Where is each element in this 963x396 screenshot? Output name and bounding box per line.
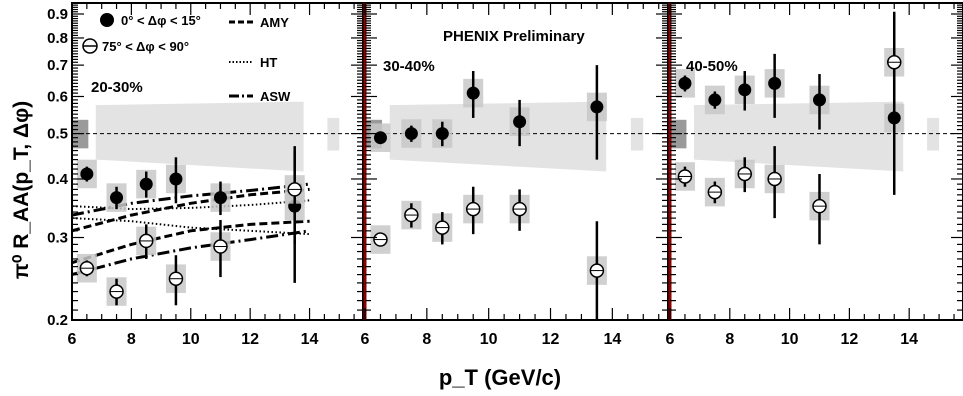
data-point-filled: [435, 127, 449, 141]
panel-plot-area: [365, 65, 668, 319]
panel-frame: [71, 2, 364, 321]
panel-2: 6 8 10 12 14 30-40%: [361, 2, 669, 348]
curve-asw-4: [72, 229, 310, 277]
x-tick-label: 12: [241, 331, 259, 348]
x-tick-label: 10: [781, 331, 799, 348]
data-point-filled: [678, 76, 692, 90]
x-tick-label: 14: [900, 331, 918, 348]
data-point-filled: [110, 191, 124, 205]
y-axis-label: π⁰ R_AA(p_T, Δφ): [10, 101, 33, 279]
x-tick-label: 12: [542, 331, 560, 348]
series-near-plane: [370, 65, 607, 160]
panel-plot-area: [72, 101, 363, 306]
legend-filled-marker: [100, 13, 114, 27]
panel-3: 6 8 10 12 14 40-50%: [666, 2, 963, 348]
legend-filled-label: 0° < Δφ < 15°: [121, 13, 201, 28]
extra-norm-box: [630, 117, 644, 151]
x-tick-label: 6: [68, 331, 77, 348]
x-tick-label: 6: [361, 331, 370, 348]
data-point-filled: [812, 93, 826, 107]
y-tick-label: 0.3: [47, 230, 68, 247]
panel-label: 30-40%: [383, 58, 435, 75]
data-point-filled: [738, 83, 752, 97]
y-tick-label: 0.5: [47, 126, 68, 143]
uncertainty-band: [389, 101, 607, 172]
panel-label: 20-30%: [91, 79, 143, 96]
data-point-filled: [213, 191, 227, 205]
legend-amy-label: AMY: [260, 15, 289, 30]
x-tick-label: 14: [603, 331, 621, 348]
curve-amy-0: [72, 219, 310, 265]
data-point-filled: [80, 167, 94, 181]
y-tick-label: 0.9: [47, 6, 68, 23]
y-tick-label: 0.7: [47, 57, 68, 74]
series-out-of-plane: [76, 146, 305, 306]
uncertainty-band: [95, 101, 304, 172]
x-tick-label: 10: [182, 331, 200, 348]
data-point-filled: [169, 172, 183, 186]
legend-asw-label: ASW: [260, 89, 291, 104]
curve-asw-5: [72, 182, 310, 217]
legend-open-label: 75° < Δφ < 90°: [102, 39, 189, 54]
data-point-filled: [513, 115, 527, 129]
curve-amy-1: [72, 187, 310, 233]
x-axis-label: p_T (GeV/c): [439, 365, 561, 390]
x-tick-label: 8: [127, 331, 136, 348]
series-out-of-plane: [370, 186, 607, 319]
data-point-filled: [590, 100, 604, 114]
panel-label: 40-50%: [686, 58, 738, 75]
y-tick-label: 0.4: [47, 171, 69, 188]
x-tick-label: 8: [422, 331, 431, 348]
data-point-filled: [404, 127, 418, 141]
panel-plot-area: [670, 11, 963, 245]
data-point-filled: [373, 131, 387, 145]
panels-group: 6 8 10 12 14 0.9 0.8 0.7 0.6 0.5 0.4 0.3 0.2 20-30% 6 8…: [47, 2, 963, 348]
y-tick-label: 0.2: [47, 312, 68, 329]
y-tick-label: 0.8: [47, 30, 68, 47]
data-point-filled: [768, 76, 782, 90]
y-tick-label: 0.6: [47, 88, 68, 105]
series-near-plane: [76, 150, 305, 283]
legend-ht-label: HT: [260, 55, 277, 70]
data-point-filled: [708, 93, 722, 107]
series-out-of-plane: [674, 11, 905, 245]
x-tick-label: 12: [840, 331, 858, 348]
preliminary-label: PHENIX Preliminary: [443, 28, 585, 45]
legend: 0° < Δφ < 15° 75° < Δφ < 90° AMY HT ASW: [82, 13, 291, 104]
x-tick-label: 6: [666, 331, 675, 348]
extra-norm-box: [327, 117, 340, 151]
data-point-filled: [139, 177, 153, 191]
x-tick-label: 8: [725, 331, 734, 348]
data-point-filled: [466, 86, 480, 100]
panel-1: 6 8 10 12 14 0.9 0.8 0.7 0.6 0.5 0.4 0.3 0.2 20-30%: [47, 2, 364, 348]
x-tick-label: 10: [480, 331, 498, 348]
extra-norm-box: [927, 117, 940, 151]
uncertainty-band: [693, 101, 904, 172]
x-tick-label: 14: [301, 331, 319, 348]
series-near-plane: [674, 53, 905, 195]
